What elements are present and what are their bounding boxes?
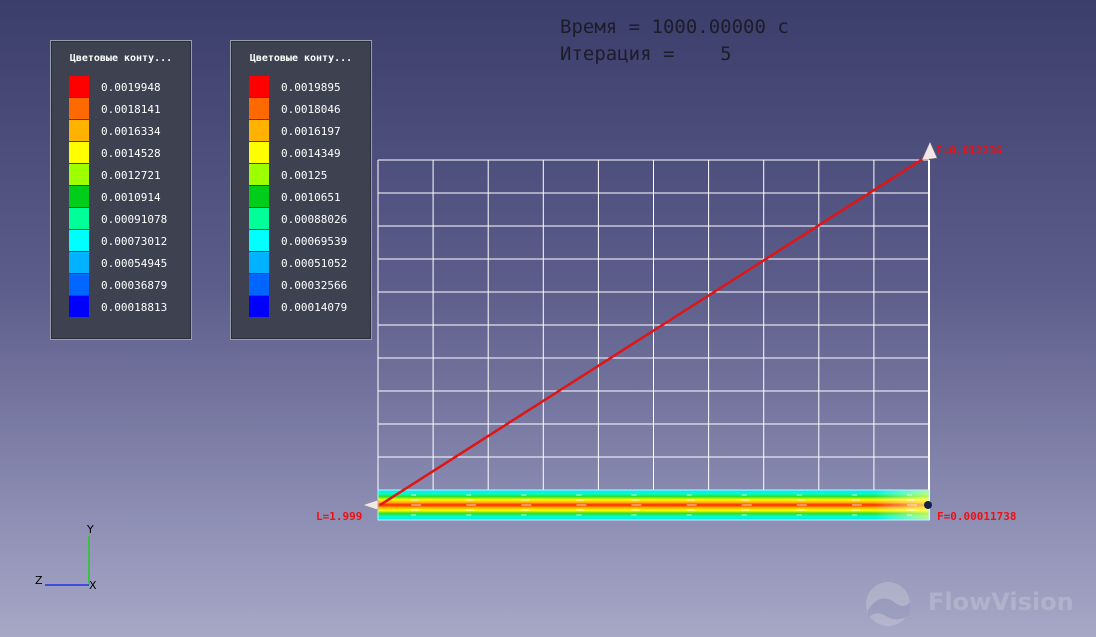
legend-row: 0.0016334	[69, 120, 189, 142]
legend-swatch	[249, 252, 269, 273]
time-readout: Время = 1000.00000 с	[560, 16, 789, 38]
legend-row: 0.00091078	[69, 208, 189, 230]
legend-row: 0.0019895	[249, 76, 369, 98]
legend-swatch	[69, 98, 89, 119]
legend-value: 0.00091078	[101, 213, 168, 226]
legend-swatch	[249, 98, 269, 119]
legend-value: 0.00125	[281, 169, 328, 182]
legend-value: 0.00088026	[281, 213, 348, 226]
legend-row: 0.0019948	[69, 76, 189, 98]
legend-row: 0.00125	[249, 164, 369, 186]
legend-value: 0.0016197	[281, 125, 341, 138]
legend-value: 0.0018046	[281, 103, 341, 116]
axis-z-label: Z	[35, 574, 43, 587]
profile-line	[379, 153, 930, 507]
legend-value: 0.0014349	[281, 147, 341, 160]
legend-row: 0.00069539	[249, 230, 369, 252]
label-bottom-end: F=0.00011738	[937, 510, 1016, 523]
legend-row: 0.0018141	[69, 98, 189, 120]
legend-swatch	[249, 230, 269, 251]
legend-row: 0.00051052	[249, 252, 369, 274]
legend-row: 0.00036879	[69, 274, 189, 296]
legend-swatch	[249, 274, 269, 295]
legend-value: 0.00036879	[101, 279, 168, 292]
legend-swatch	[69, 296, 89, 317]
legend-value: 0.0012721	[101, 169, 161, 182]
legend-row: 0.00018813	[69, 296, 189, 318]
legend-title: Цветовые конту...	[69, 53, 173, 64]
legend-swatch	[69, 208, 89, 229]
legend-swatch	[69, 164, 89, 185]
marker-start-icon	[362, 499, 379, 511]
legend-row: 0.0010651	[249, 186, 369, 208]
legend-swatch	[69, 274, 89, 295]
label-top-end: F=0.012236	[936, 144, 1003, 157]
legend-value: 0.00073012	[101, 235, 168, 248]
legend-value: 0.0018141	[101, 103, 161, 116]
iteration-readout: Итерация = 5	[560, 43, 732, 65]
label-start: L=1.999	[316, 510, 362, 523]
legend-swatch	[249, 208, 269, 229]
legend-row: 0.0014349	[249, 142, 369, 164]
legend-row: 0.00073012	[69, 230, 189, 252]
legend-swatch	[69, 252, 89, 273]
color-legend-left[interactable]: Цветовые конту... 0.0019948 0.0018141 0.00…	[50, 40, 192, 340]
legend-value: 0.0010914	[101, 191, 161, 204]
legend-value: 0.0014528	[101, 147, 161, 160]
legend-value: 0.0016334	[101, 125, 161, 138]
axis-triad: Y Z X	[35, 523, 97, 592]
legend-swatch	[249, 142, 269, 163]
legend-swatch	[69, 120, 89, 141]
legend-swatch	[249, 186, 269, 207]
legend-swatch	[249, 76, 269, 97]
legend-row: 0.00054945	[69, 252, 189, 274]
legend-row: 0.00088026	[249, 208, 369, 230]
legend-row: 0.0010914	[69, 186, 189, 208]
color-legend-right[interactable]: Цветовые конту... 0.0019895 0.0018046 0.00…	[230, 40, 372, 340]
marker-top-icon	[921, 141, 938, 161]
legend-swatch	[249, 120, 269, 141]
legend-swatch	[69, 76, 89, 97]
pipe-body	[377, 489, 930, 521]
legend-swatch	[69, 186, 89, 207]
marker-end-icon	[924, 501, 932, 509]
legend-value: 0.00069539	[281, 235, 348, 248]
legend-swatch	[69, 142, 89, 163]
flowvision-logo-text: FlowVision	[928, 588, 1074, 616]
legend-value: 0.00018813	[101, 301, 168, 314]
axis-x-label: X	[89, 579, 97, 592]
legend-row: 0.0018046	[249, 98, 369, 120]
legend-value: 0.0019948	[101, 81, 161, 94]
legend-swatch	[69, 230, 89, 251]
legend-value: 0.00014079	[281, 301, 348, 314]
legend-row: 0.0014528	[69, 142, 189, 164]
legend-value: 0.00032566	[281, 279, 348, 292]
axis-y-label: Y	[86, 523, 94, 536]
legend-row: 0.00014079	[249, 296, 369, 318]
plot-grid	[377, 159, 930, 520]
legend-value: 0.0010651	[281, 191, 341, 204]
legend-value: 0.00051052	[281, 257, 348, 270]
legend-value: 0.00054945	[101, 257, 168, 270]
flowvision-logo: FlowVision	[864, 580, 1074, 628]
legend-value: 0.0019895	[281, 81, 341, 94]
legend-row: 0.00032566	[249, 274, 369, 296]
legend-row: 0.0016197	[249, 120, 369, 142]
legend-row: 0.0012721	[69, 164, 189, 186]
legend-title: Цветовые конту...	[249, 53, 353, 64]
legend-swatch	[249, 164, 269, 185]
legend-swatch	[249, 296, 269, 317]
flowvision-logo-icon	[866, 582, 910, 626]
